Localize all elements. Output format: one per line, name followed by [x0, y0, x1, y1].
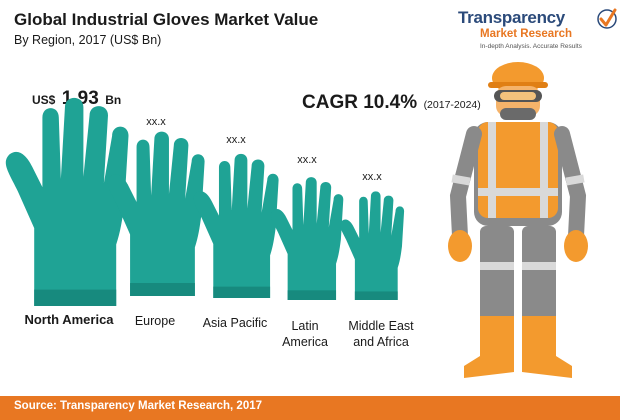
category-label-line: Asia Pacific: [202, 316, 268, 330]
value-suffix: Bn: [105, 93, 122, 107]
source-footer: Source: Transparency Market Research, 20…: [0, 396, 620, 420]
right-leg-stripe: [522, 262, 556, 270]
right-glove-shape: [564, 230, 588, 262]
chart-subtitle: By Region, 2017 (US$ Bn): [14, 33, 162, 47]
glove-mark-europe: [107, 131, 205, 296]
right-leg: [522, 226, 556, 336]
safety-worker-illustration: [448, 62, 588, 378]
left-boot: [464, 316, 514, 378]
right-arm-stripe: [565, 174, 585, 186]
goggles-lens: [500, 92, 536, 100]
logo-tagline: In-depth Analysis. Accurate Results: [480, 43, 582, 50]
category-label-latin-america: Latin America: [270, 318, 340, 350]
respirator-shape: [500, 108, 536, 120]
left-glove-shape: [448, 230, 472, 262]
source-text: Source: Transparency Market Research, 20…: [14, 400, 263, 412]
glove-mark-north-america: [5, 97, 129, 306]
left-leg: [480, 226, 514, 336]
cagr-period: (2017-2024): [423, 99, 481, 111]
glove-mark-latin-america: [270, 177, 344, 300]
asia-pacific-value-label: xx.x: [226, 134, 246, 146]
category-label-north-america: North America: [14, 312, 124, 328]
category-label-line: North America: [24, 312, 114, 327]
left-arm: [449, 126, 482, 244]
category-label-line: and Africa: [353, 335, 409, 349]
glove-mark-middle-east-and-africa: [340, 191, 405, 300]
vest-stripe-left: [488, 122, 496, 218]
cagr-annotation: CAGR 10.4% (2017-2024): [302, 92, 481, 114]
left-leg-stripe: [480, 262, 514, 270]
right-arm: [554, 126, 587, 244]
cagr-value: CAGR 10.4%: [302, 92, 418, 113]
vest-stripe-right: [540, 122, 548, 218]
right-boot: [522, 316, 572, 378]
glove-mark-asia-pacific: [193, 153, 279, 298]
category-label-line: Latin: [291, 319, 319, 333]
logo-subname: Market Research: [480, 28, 573, 40]
latin-america-value-label: xx.x: [297, 154, 317, 166]
europe-value-label: xx.x: [146, 116, 166, 128]
logo-check-icon: [597, 8, 617, 29]
vest-stripe-belt: [478, 188, 558, 196]
logo-name: Transparency: [458, 8, 565, 27]
category-label-line: Middle East: [348, 319, 414, 333]
category-label-line: Europe: [134, 314, 176, 328]
category-label-line: America: [282, 335, 328, 349]
brand-logo: Transparency Market Research In-depth An…: [458, 8, 618, 58]
category-label-europe: Europe: [120, 313, 190, 329]
chart-title: Global Industrial Gloves Market Value: [14, 10, 319, 29]
category-label-mea: Middle East and Africa: [336, 318, 426, 350]
value-prefix: US$: [32, 93, 56, 107]
left-arm-stripe: [451, 174, 471, 186]
mea-value-label: xx.x: [362, 171, 382, 183]
category-label-asia-pacific: Asia Pacific: [190, 315, 280, 331]
